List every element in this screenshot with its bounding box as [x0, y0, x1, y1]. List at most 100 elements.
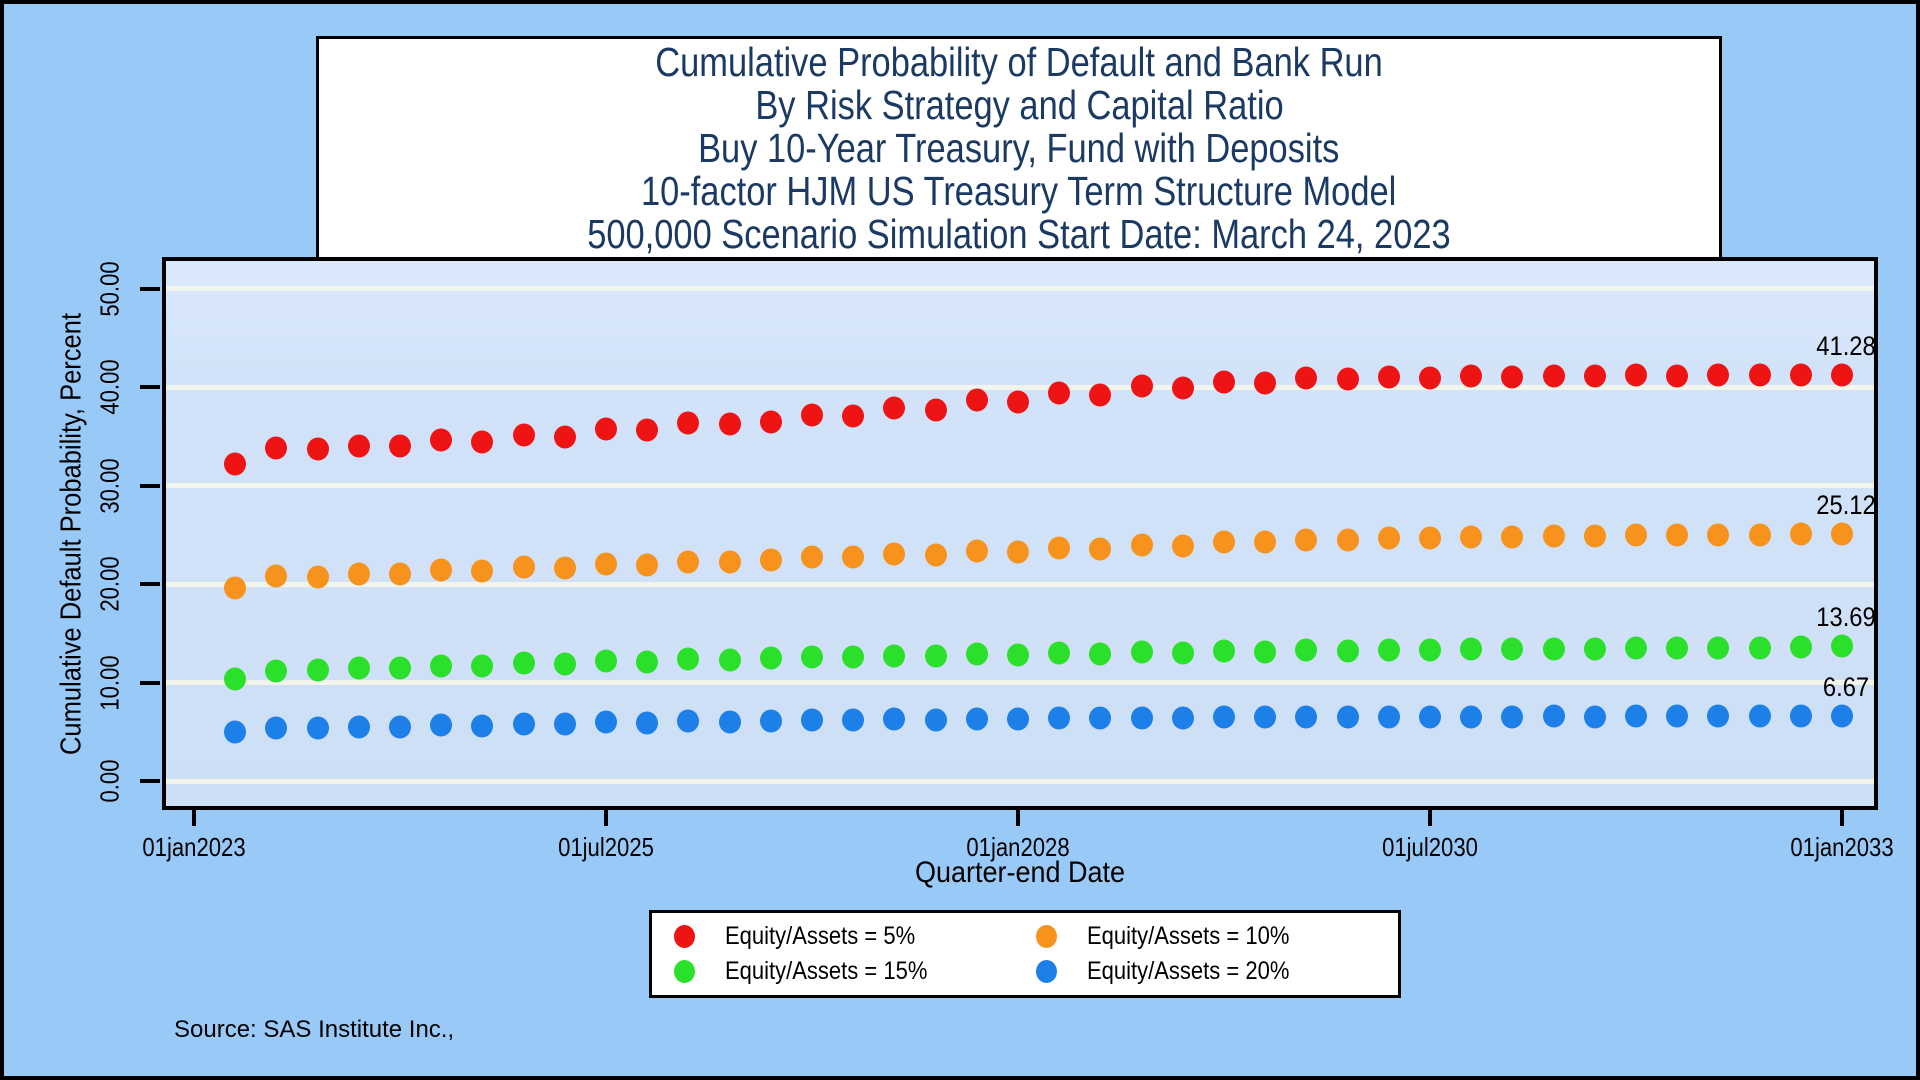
data-point-series3	[430, 654, 453, 678]
data-point-series3	[265, 659, 288, 683]
x-axis-tick	[604, 810, 608, 826]
data-point-series4	[1089, 706, 1112, 730]
gridline-20	[166, 581, 1874, 587]
data-point-series3	[1707, 636, 1730, 660]
chart-title-line-5: 500,000 Scenario Simulation Start Date: …	[587, 210, 1451, 257]
data-point-series3	[471, 654, 494, 678]
data-point-series2	[636, 553, 659, 577]
data-point-series2	[677, 550, 700, 574]
data-point-series1	[1089, 383, 1112, 407]
legend-item: Equity/Assets = 15%	[674, 957, 1036, 986]
data-point-series4	[1831, 704, 1853, 728]
x-axis-tick-label: 01jan2033	[1790, 832, 1894, 862]
data-point-series4	[924, 708, 947, 732]
data-point-series2	[924, 543, 947, 567]
data-point-series4	[1171, 706, 1194, 730]
data-point-series4	[471, 714, 494, 738]
data-point-series3	[1789, 635, 1812, 659]
data-point-series2	[1542, 524, 1565, 548]
data-point-series3	[1501, 637, 1524, 661]
data-point-series1	[636, 418, 659, 442]
data-point-series4	[1460, 705, 1483, 728]
data-point-series3	[1377, 638, 1400, 662]
chart-title-line-4: 10-factor HJM US Treasury Term Structure…	[641, 167, 1397, 214]
y-axis-tick-label: 10.00	[94, 655, 125, 711]
data-point-series1	[1295, 366, 1318, 390]
data-point-series1	[471, 430, 494, 454]
data-point-series3	[389, 656, 411, 680]
data-point-series1	[1048, 381, 1071, 405]
data-point-series1	[1748, 363, 1771, 387]
y-axis-tick	[140, 483, 160, 488]
data-point-series3	[801, 645, 823, 669]
data-point-series2	[1748, 523, 1771, 547]
y-axis-tick	[140, 286, 160, 291]
data-point-series4	[1583, 705, 1606, 728]
source-note: Source: SAS Institute Inc.,	[174, 1016, 455, 1043]
x-axis-tick	[1428, 810, 1432, 826]
data-point-series2	[389, 562, 411, 586]
y-axis-tick-label: 20.00	[94, 556, 125, 612]
data-point-series1	[1789, 363, 1812, 387]
data-point-series4	[801, 708, 823, 732]
chart-title-line-1: Cumulative Probability of Default and Ba…	[655, 38, 1383, 85]
data-point-series3	[677, 647, 700, 671]
data-point-series1	[306, 437, 329, 461]
data-point-series3	[1089, 642, 1112, 666]
data-point-series1	[1171, 376, 1194, 400]
data-point-series4	[883, 707, 906, 731]
data-point-series3	[553, 652, 576, 676]
data-point-series2	[801, 545, 823, 569]
data-point-series3	[1130, 640, 1153, 664]
y-axis-tick	[140, 779, 160, 784]
gridline-40	[166, 384, 1874, 390]
legend-marker-icon	[674, 960, 695, 983]
data-point-series2	[595, 552, 617, 576]
data-point-series1	[1707, 363, 1730, 387]
data-point-series4	[1377, 705, 1400, 729]
chart-title-box: Cumulative Probability of Default and Ba…	[316, 36, 1722, 260]
data-point-series2	[1625, 523, 1647, 547]
data-point-series4	[224, 720, 247, 744]
data-point-series1	[389, 434, 411, 458]
data-point-series3	[1831, 634, 1853, 658]
data-point-series4	[512, 712, 535, 736]
y-axis-tick-label: 30.00	[94, 458, 125, 514]
data-point-series1	[595, 417, 617, 441]
data-point-series3	[1583, 637, 1606, 661]
chart-title-line-2: By Risk Strategy and Capital Ratio	[754, 81, 1284, 128]
data-point-series3	[924, 644, 947, 668]
data-point-series4	[965, 707, 988, 731]
x-axis-tick-label: 01jul2025	[558, 832, 654, 862]
legend-label: Equity/Assets = 10%	[1087, 922, 1290, 950]
data-point-series4	[1295, 705, 1318, 729]
data-point-series1	[1831, 363, 1853, 387]
data-point-series1	[1336, 367, 1359, 391]
data-point-series2	[1336, 528, 1359, 552]
data-point-series4	[1748, 704, 1771, 728]
data-point-series2	[1789, 522, 1812, 546]
data-point-series1	[1130, 374, 1153, 398]
x-axis-tick	[192, 810, 196, 826]
data-point-series3	[1213, 639, 1235, 663]
data-point-series2	[965, 539, 988, 563]
data-point-series3	[1666, 636, 1689, 660]
data-point-series1	[1007, 390, 1029, 414]
data-point-series2	[224, 576, 247, 600]
data-point-series3	[347, 656, 370, 680]
y-axis-tick	[140, 385, 160, 390]
data-point-series1	[553, 425, 576, 449]
data-point-series2	[306, 565, 329, 589]
legend-item: Equity/Assets = 10%	[1036, 922, 1398, 951]
data-point-series2	[430, 558, 453, 582]
chart-title-line-3: Buy 10-Year Treasury, Fund with Deposits	[698, 124, 1340, 171]
data-point-series3	[595, 649, 617, 673]
data-point-series3	[842, 645, 865, 669]
data-point-series4	[389, 715, 411, 739]
y-axis-tick	[140, 582, 160, 587]
data-point-series4	[1625, 704, 1647, 728]
data-point-series3	[636, 650, 659, 674]
data-point-series2	[718, 550, 741, 574]
data-point-series1	[265, 436, 288, 460]
